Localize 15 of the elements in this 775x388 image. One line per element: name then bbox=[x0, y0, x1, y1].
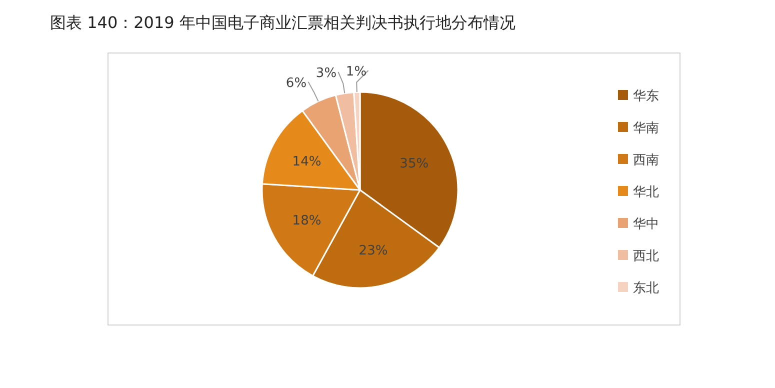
data-label: 23% bbox=[358, 243, 388, 258]
legend-label: 东北 bbox=[633, 281, 659, 296]
data-label: 6% bbox=[286, 76, 307, 91]
legend-label: 华东 bbox=[633, 89, 659, 104]
legend-label: 西北 bbox=[633, 249, 659, 264]
data-label: 1% bbox=[346, 64, 367, 80]
legend-label: 华北 bbox=[633, 185, 659, 200]
chart-title: 图表 140：2019 年中国电子商业汇票相关判决书执行地分布情况 bbox=[50, 13, 516, 32]
data-label: 14% bbox=[292, 154, 322, 170]
legend-label: 华中 bbox=[633, 217, 659, 232]
legend-label: 华南 bbox=[633, 121, 659, 136]
data-label: 35% bbox=[400, 156, 429, 172]
data-label: 3% bbox=[316, 66, 337, 81]
legend-label: 西南 bbox=[633, 153, 659, 168]
data-label: 18% bbox=[292, 213, 322, 228]
